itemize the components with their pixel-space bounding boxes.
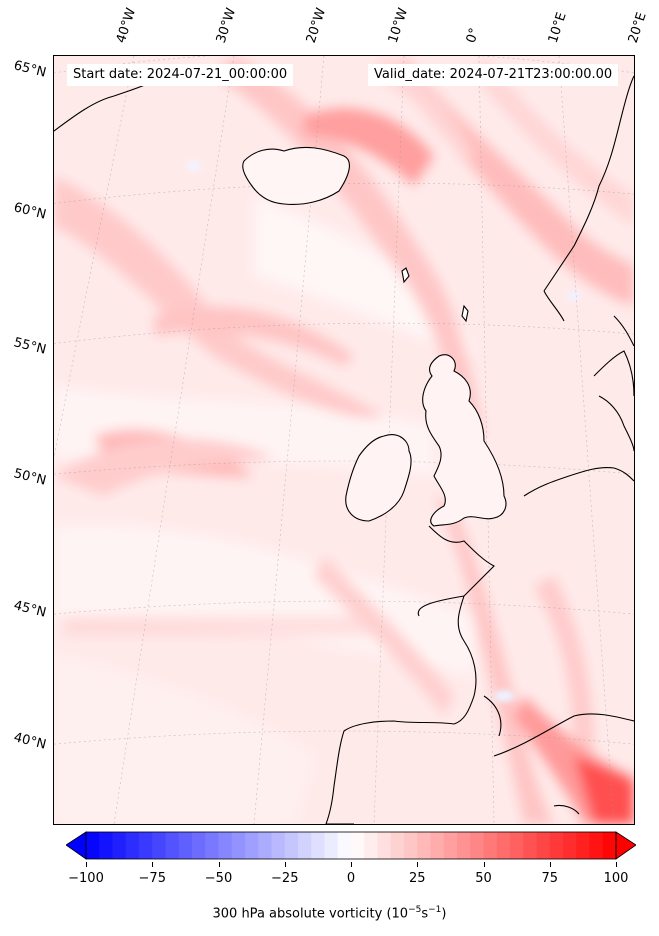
colorbar-tick-label: 50 <box>475 871 492 886</box>
colorbar-cell <box>351 832 365 859</box>
colorbar-tick-label: 0 <box>346 871 356 886</box>
colorbar-tick-mark <box>86 862 87 867</box>
colorbar-cell <box>404 832 418 859</box>
lon-label-40w: 40°W <box>113 6 140 45</box>
colorbar-tick-mark <box>218 862 220 867</box>
colorbar-cell <box>311 832 325 859</box>
colorbar-cell <box>178 832 193 859</box>
map-panel <box>53 55 635 825</box>
colorbar-cell <box>86 832 100 859</box>
vorticity-map <box>54 56 634 824</box>
colorbar-tick-label: −100 <box>68 871 104 886</box>
colorbar-cell <box>563 832 577 859</box>
colorbar-cell <box>536 832 551 859</box>
colorbar-cell <box>165 832 180 859</box>
colorbar-cell <box>483 832 498 859</box>
colorbar-label: 300 hPa absolute vorticity (10−5s−1) <box>212 905 447 922</box>
colorbar-cell <box>324 832 339 859</box>
colorbar-cell <box>192 832 206 859</box>
lat-label-65n: 65°N <box>12 58 48 81</box>
lon-label-10e: 10°E <box>545 10 570 46</box>
colorbar-low-extend <box>66 831 87 860</box>
colorbar-cell <box>589 832 604 859</box>
colorbar-cell <box>496 832 511 859</box>
colorbar-cell <box>205 832 219 859</box>
lat-label-40n: 40°N <box>12 730 48 753</box>
colorbar-tick-label: −25 <box>271 871 299 886</box>
colorbar-cell <box>99 832 113 859</box>
colorbar-cell <box>337 832 352 859</box>
colorbar-cells <box>86 832 617 859</box>
colorbar-cell <box>364 832 378 859</box>
colorbar-cell <box>417 832 431 859</box>
colorbar-cell <box>602 832 617 859</box>
colorbar-cell <box>271 832 286 859</box>
colorbar-cell <box>523 832 537 859</box>
lon-label-0: 0° <box>463 26 483 45</box>
colorbar-tick-label: 100 <box>603 871 629 886</box>
colorbar-cell <box>245 832 259 859</box>
negative-vorticity-spots <box>186 161 581 702</box>
colorbar-outline <box>85 831 617 860</box>
colorbar-cell <box>298 832 312 859</box>
colorbar-tick-mark <box>616 862 617 867</box>
colorbar-tick-mark <box>351 862 352 867</box>
colorbar <box>66 831 636 860</box>
colorbar-cell <box>139 832 153 859</box>
colorbar-cell <box>390 832 405 859</box>
colorbar-cell <box>443 832 458 859</box>
lat-label-55n: 55°N <box>12 335 48 358</box>
colorbar-tick-mark <box>284 862 286 867</box>
colorbar-cell <box>284 832 299 859</box>
lon-label-20e: 20°E <box>625 10 650 46</box>
colorbar-tick-mark <box>417 862 419 867</box>
colorbar-cell <box>549 832 564 859</box>
lon-label-30w: 30°W <box>213 6 240 45</box>
lat-label-50n: 50°N <box>12 466 48 489</box>
colorbar-tick-label: −50 <box>204 871 233 886</box>
colorbar-tick-label: 75 <box>541 871 559 886</box>
colorbar-cell <box>457 832 471 859</box>
lon-label-20w: 20°W <box>303 6 330 45</box>
colorbar-cell <box>125 832 140 859</box>
colorbar-tick-label: −75 <box>138 871 166 886</box>
colorbar-cell <box>231 832 246 859</box>
colorbar-high-extend <box>615 831 636 860</box>
colorbar-cell <box>377 832 392 859</box>
colorbar-cell <box>258 832 272 859</box>
lat-label-45n: 45°N <box>12 598 48 621</box>
colorbar-cell <box>152 832 166 859</box>
colorbar-cell <box>430 832 445 859</box>
colorbar-cell <box>218 832 233 859</box>
colorbar-cell <box>576 832 590 859</box>
colorbar-tick-mark <box>483 862 485 867</box>
lat-label-60n: 60°N <box>12 200 48 223</box>
colorbar-cell <box>470 832 484 859</box>
colorbar-cell <box>510 832 524 859</box>
colorbar-tick-mark <box>549 862 551 867</box>
valid-date-label: Valid_date: 2024-07-21T23:00:00.00 <box>368 64 619 86</box>
start-date-label: Start date: 2024-07-21_00:00:00 <box>67 64 294 86</box>
colorbar-tick-label: 25 <box>408 871 426 886</box>
coastlines <box>54 75 634 824</box>
lon-label-10w: 10°W <box>385 6 412 45</box>
colorbar-cell <box>112 832 127 859</box>
colorbar-tick-mark <box>152 862 154 867</box>
